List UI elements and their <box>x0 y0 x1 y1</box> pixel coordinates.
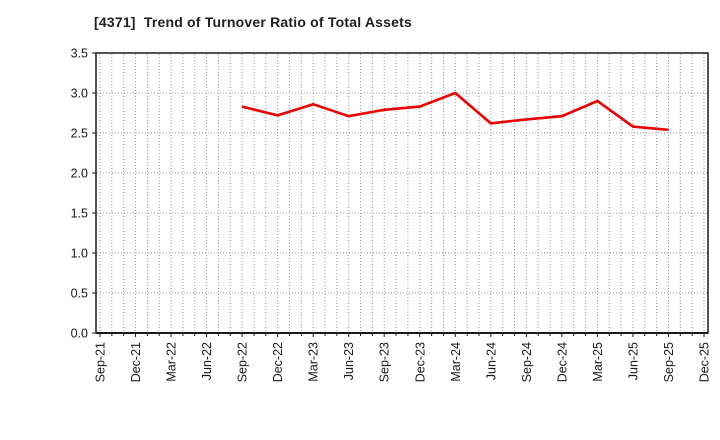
y-tick-label: 0.0 <box>71 327 88 341</box>
y-tick-label: 2.0 <box>71 167 88 181</box>
x-tick-label: Jun-23 <box>342 342 356 380</box>
plot-area <box>96 53 708 333</box>
y-tick-label: 2.5 <box>71 127 88 141</box>
x-tick-label: Sep-25 <box>662 342 676 382</box>
y-tick-label: 3.5 <box>71 47 88 61</box>
y-tick-label: 1.5 <box>71 207 88 221</box>
x-tick-label: Mar-24 <box>449 342 463 382</box>
y-tick-label: 0.5 <box>71 287 88 301</box>
x-tick-label: Dec-21 <box>129 342 143 382</box>
x-tick-label: Dec-25 <box>698 342 712 382</box>
y-tick-label: 1.0 <box>71 247 88 261</box>
x-tick-label: Jun-24 <box>484 342 498 380</box>
x-tick-label: Sep-22 <box>236 342 250 382</box>
x-tick-label: Dec-24 <box>555 342 569 382</box>
x-tick-label: Jun-22 <box>200 342 214 380</box>
x-tick-label: Sep-21 <box>94 342 108 382</box>
x-tick-label: Mar-23 <box>307 342 321 382</box>
line-series <box>241 91 669 132</box>
x-tick-label: Dec-23 <box>413 342 427 382</box>
x-tick-label: Mar-25 <box>591 342 605 382</box>
x-tick-label: Sep-23 <box>378 342 392 382</box>
x-tick-label: Mar-22 <box>165 342 179 382</box>
chart-title: [4371] Trend of Turnover Ratio of Total … <box>94 14 412 30</box>
x-tick-label: Dec-22 <box>271 342 285 382</box>
y-tick-label: 3.0 <box>71 87 88 101</box>
x-tick-label: Jun-25 <box>626 342 640 380</box>
x-tick-label: Sep-24 <box>520 342 534 382</box>
